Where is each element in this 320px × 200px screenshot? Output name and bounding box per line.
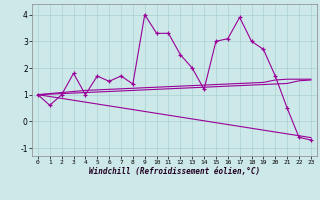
X-axis label: Windchill (Refroidissement éolien,°C): Windchill (Refroidissement éolien,°C) xyxy=(89,167,260,176)
